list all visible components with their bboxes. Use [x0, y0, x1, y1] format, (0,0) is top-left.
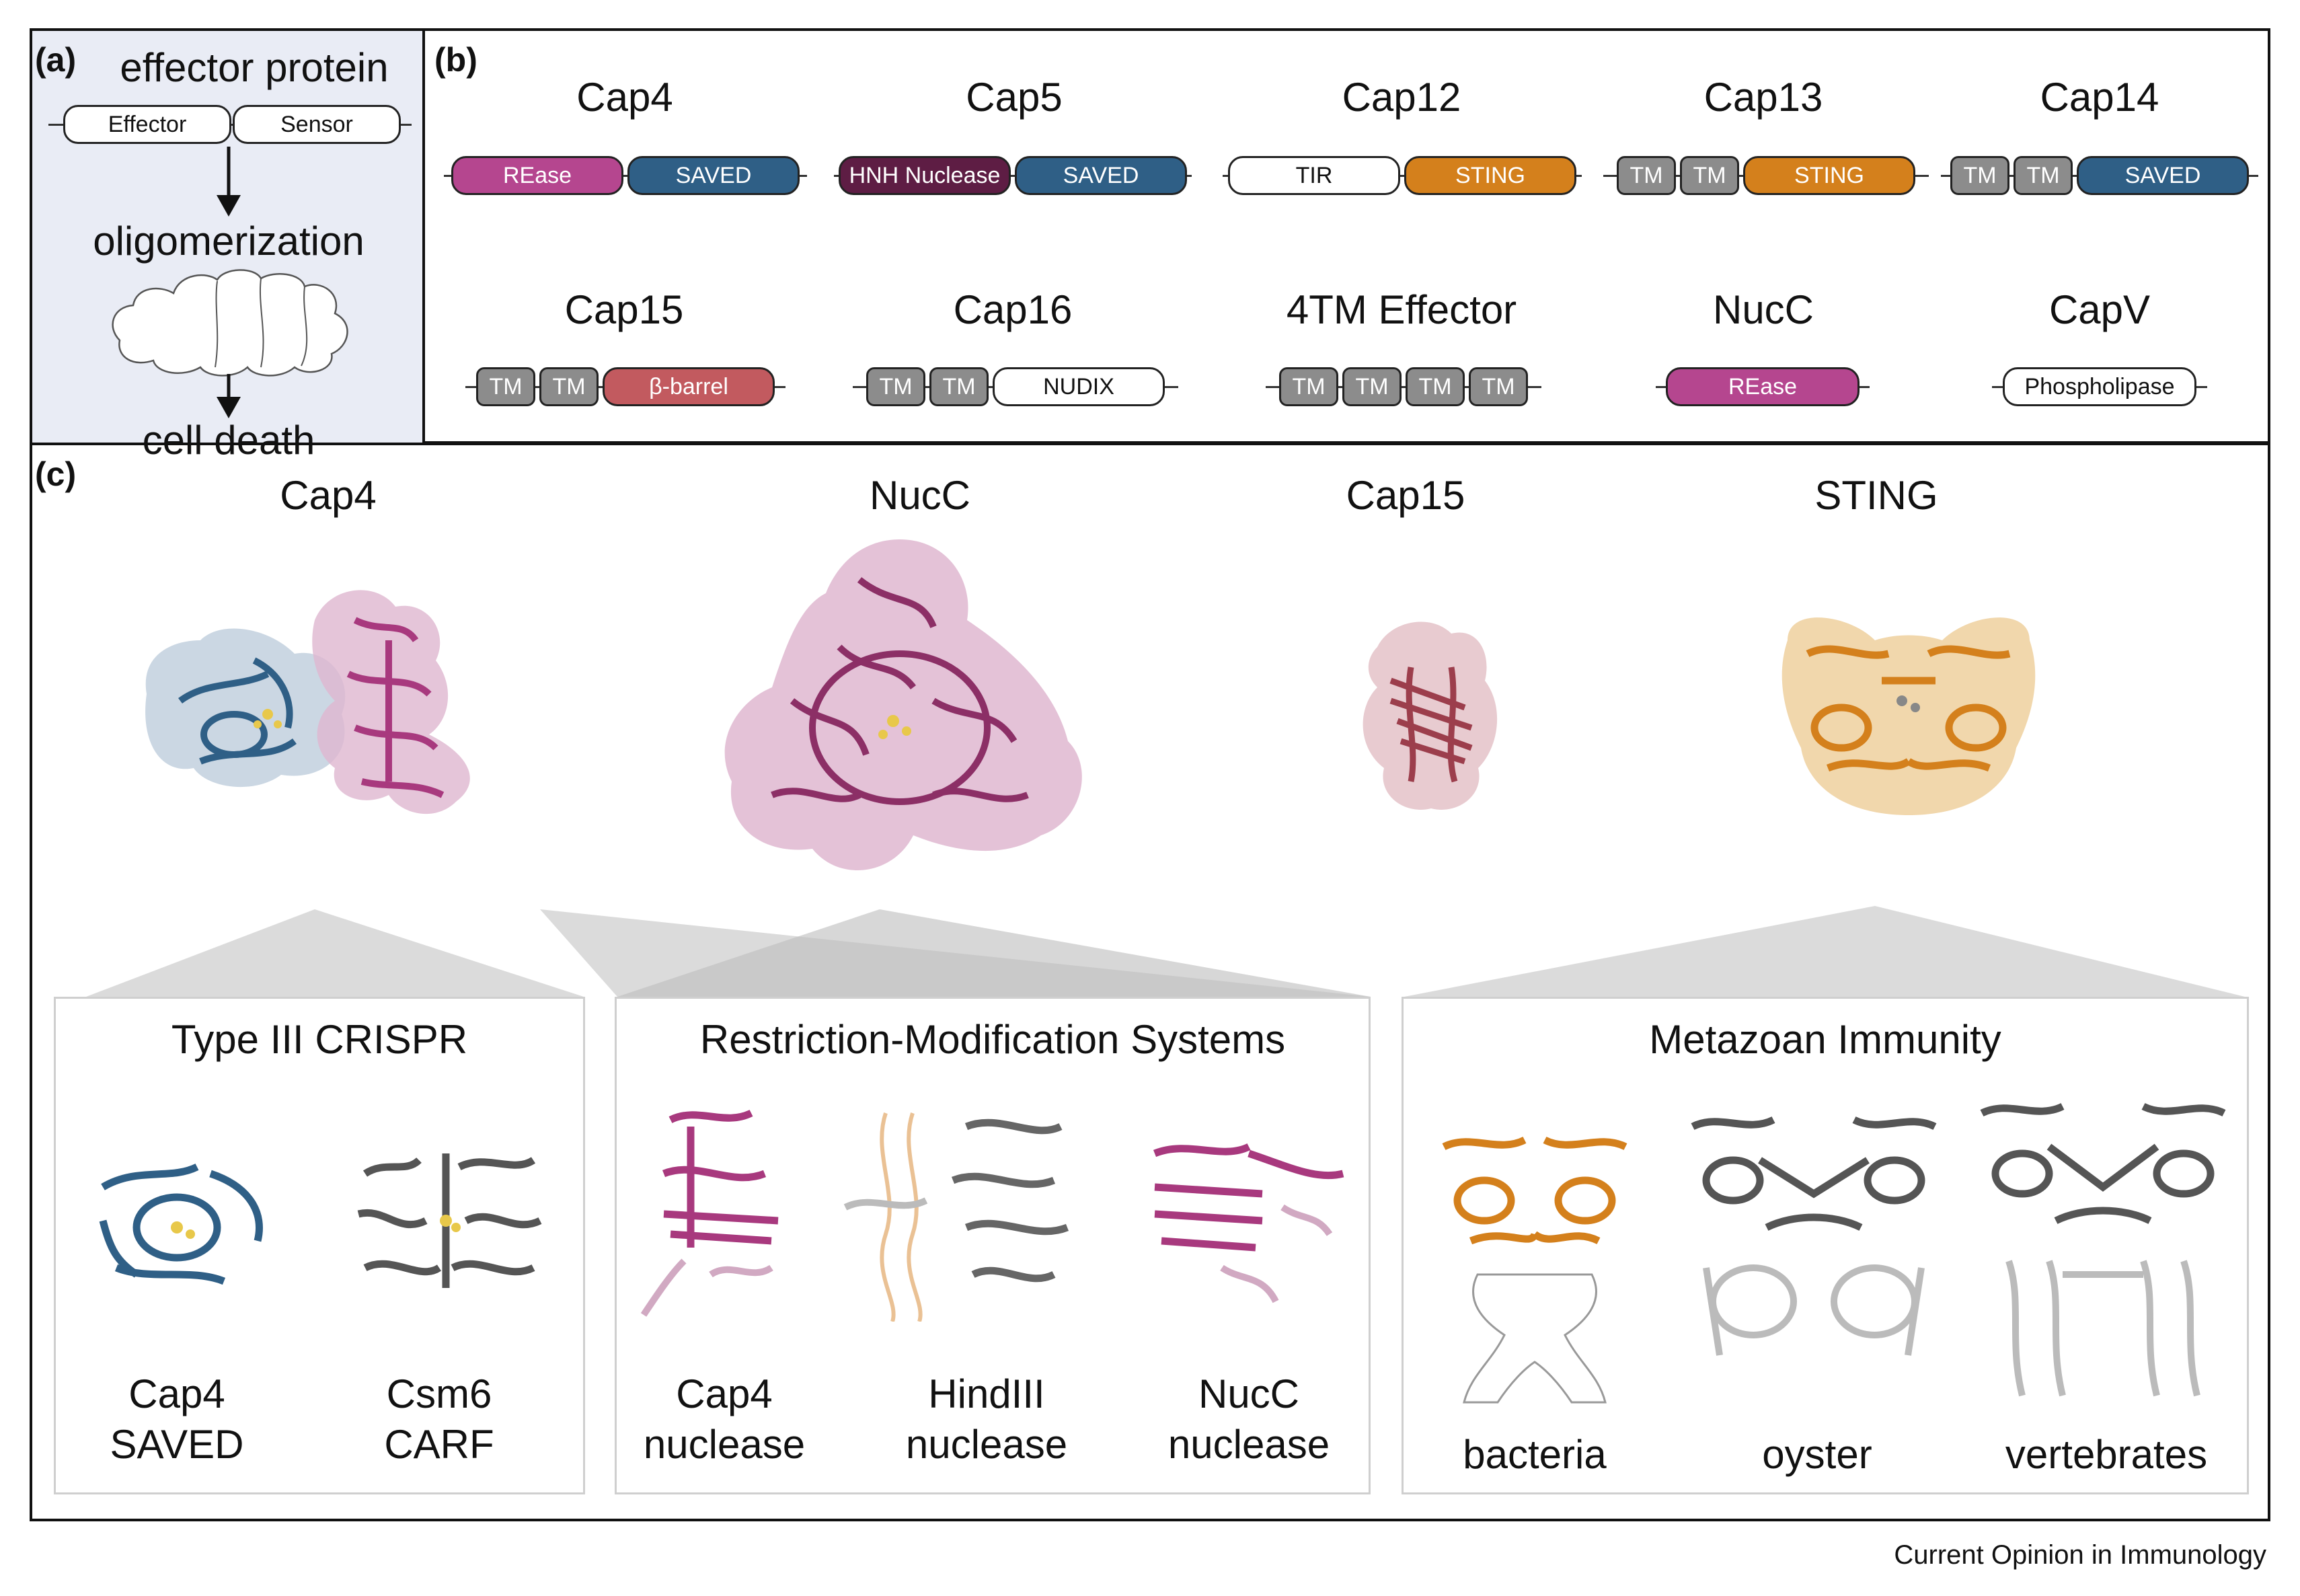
backbone-line	[1223, 175, 1582, 177]
protein-name-4tm-effector: 4TM Effector	[1286, 287, 1517, 332]
oyster-label: oyster	[1762, 1432, 1872, 1477]
metazoan-immunity-title: Metazoan Immunity	[1649, 1017, 2001, 1062]
cap4-nuclease-structure-icon	[640, 1109, 779, 1317]
domain-rease: REase	[451, 156, 623, 195]
domain-nudix: NUDIX	[993, 367, 1165, 406]
nucc-structure-icon	[724, 539, 1082, 871]
domain-tm: TM	[1680, 156, 1739, 195]
type-iii-crispr-title: Type III CRISPR	[171, 1017, 468, 1062]
type-iii-crispr-box: Type III CRISPR	[54, 997, 585, 1494]
vertebrates-label: vertebrates	[2005, 1432, 2208, 1477]
csm6-carf-structure-icon	[357, 1153, 542, 1288]
structure-title-nucc: NucC	[869, 473, 971, 518]
vertebrate-sting-structure-icon	[1980, 1102, 2226, 1397]
domain-phospholipase: Phospholipase	[2003, 367, 2196, 406]
domain--barrel: β-barrel	[603, 367, 775, 406]
cap4-structure-icon	[145, 590, 470, 814]
cap4-saved-structure-icon	[99, 1163, 263, 1285]
structure-title-cap15: Cap15	[1346, 473, 1465, 518]
protein-name-cap5: Cap5	[966, 75, 1063, 120]
backbone-line	[1266, 386, 1541, 388]
hindiii-nuclease-label: HindIII nuclease	[905, 1371, 1068, 1467]
protein-name-cap16: Cap16	[953, 287, 1073, 332]
figure-frame	[30, 28, 2270, 1521]
cell-death-label: cell death	[142, 418, 315, 463]
panel-a-label: (a)	[35, 41, 77, 79]
protein-name-cap15: Cap15	[564, 287, 684, 332]
protein-name-cap12: Cap12	[1342, 75, 1461, 120]
domain-row-cap14: TM TM SAVED	[1941, 156, 2258, 195]
panel-divider	[32, 443, 2268, 445]
effector-protein-title: effector protein	[120, 45, 389, 90]
domain-tir: TIR	[1228, 156, 1400, 195]
backbone-line	[444, 175, 807, 177]
metazoan-immunity-box: Metazoan Immunity	[1402, 997, 2249, 1494]
projection-wedges	[86, 906, 2245, 997]
cap15-structure-icon	[1363, 621, 1498, 810]
backbone-line	[834, 175, 1192, 177]
nucc-nuclease-structure-icon	[1153, 1143, 1344, 1303]
domain-row-cap15: TM TM β-barrel	[465, 367, 785, 406]
domain-row-nucc: REase	[1656, 367, 1870, 406]
domain-tm: TM	[929, 367, 989, 406]
panel-c-label: (c)	[35, 455, 77, 493]
oligomerization-label: oligomerization	[93, 219, 365, 264]
domain-sting: STING	[1404, 156, 1576, 195]
structure-title-sting: STING	[1814, 473, 1938, 518]
effector-domain: Effector	[63, 105, 231, 144]
domain-saved: SAVED	[627, 156, 800, 195]
domain-row-cap4: REase SAVED	[444, 156, 807, 195]
oligomer-outline-icon	[112, 269, 348, 377]
protein-name-cap4: Cap4	[576, 75, 673, 120]
hindiii-nuclease-structure-icon	[843, 1112, 1069, 1322]
structure-title-cap4: Cap4	[280, 473, 377, 518]
arrow-down-icon	[217, 374, 241, 418]
panel-c: (c) Cap4 NucC Cap15 STING	[32, 445, 2268, 1519]
domain-sting: STING	[1743, 156, 1915, 195]
domain-row-cap13: TM TM STING	[1603, 156, 1929, 195]
restriction-modification-title: Restriction-Modification Systems	[699, 1017, 1286, 1062]
domain-tm: TM	[476, 367, 535, 406]
domain-tm: TM	[1469, 367, 1528, 406]
domain-tm: TM	[1279, 367, 1338, 406]
domain-tm: TM	[539, 367, 599, 406]
journal-credit: Current Opinion in Immunology	[1894, 1540, 2266, 1570]
domain-tm: TM	[2014, 156, 2073, 195]
domain-row-cap5: HNH Nuclease SAVED	[834, 156, 1192, 195]
domain-row-cap12: TIR STING	[1223, 156, 1582, 195]
sting-structure-icon	[1781, 617, 2036, 815]
domain-saved: SAVED	[2077, 156, 2249, 195]
domain-row-4tm-effector: TM TM TM TM	[1266, 367, 1541, 406]
domain-tm: TM	[1950, 156, 2009, 195]
domain-saved: SAVED	[1015, 156, 1187, 195]
domain-row-cap16: TM TM NUDIX	[853, 367, 1178, 406]
domain-hnh-nuclease: HNH Nuclease	[839, 156, 1011, 195]
effector-sensor-architecture: Effector Sensor	[48, 105, 412, 144]
panel-a: (a) effector protein Effector Sensor oli…	[32, 31, 425, 463]
cap4-nuclease-label: Cap4 nuclease	[643, 1371, 806, 1467]
panel-b-label: (b)	[434, 41, 477, 79]
bacteria-label: bacteria	[1463, 1432, 1607, 1477]
protein-name-nucc: NucC	[1712, 287, 1814, 332]
domain-rease: REase	[1666, 367, 1860, 406]
bacteria-sting-structure-icon	[1442, 1136, 1627, 1404]
restriction-modification-box: Restriction-Modification Systems	[615, 997, 1371, 1494]
domain-tm: TM	[1342, 367, 1402, 406]
csm6-carf-label: Csm6 CARF	[384, 1371, 494, 1467]
protein-name-cap13: Cap13	[1703, 75, 1823, 120]
sensor-domain: Sensor	[233, 105, 401, 144]
protein-name-capv: CapV	[2048, 287, 2151, 332]
domain-tm: TM	[1406, 367, 1465, 406]
domain-tm: TM	[866, 367, 925, 406]
oyster-sting-structure-icon	[1691, 1116, 1937, 1356]
domain-row-capv: Phospholipase	[1992, 367, 2207, 406]
nucc-nuclease-label: NucC nuclease	[1167, 1371, 1330, 1467]
domain-tm: TM	[1617, 156, 1676, 195]
panel-b: (b) Cap4 REase SAVED Cap5 HNH Nuclease SAVED C…	[425, 31, 2268, 444]
protein-name-cap14: Cap14	[2040, 75, 2159, 120]
cap4-saved-label: Cap4 SAVED	[110, 1371, 244, 1467]
arrow-down-icon	[217, 147, 241, 217]
